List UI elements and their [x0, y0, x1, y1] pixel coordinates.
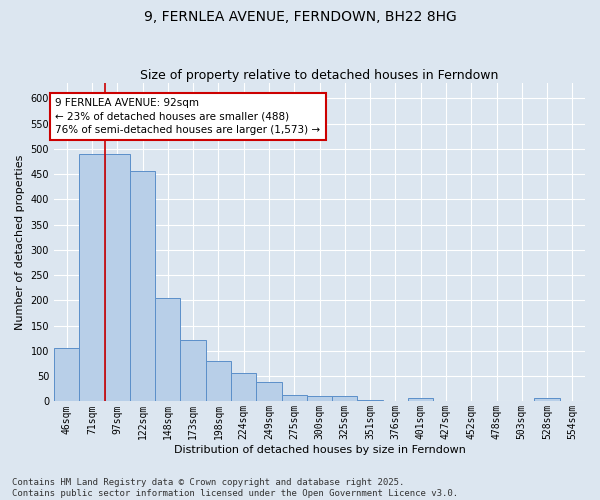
- Bar: [206, 361, 231, 402]
- Bar: [155, 298, 181, 402]
- Text: 9 FERNLEA AVENUE: 92sqm
← 23% of detached houses are smaller (488)
76% of semi-d: 9 FERNLEA AVENUE: 92sqm ← 23% of detache…: [55, 98, 320, 134]
- Bar: [307, 396, 332, 402]
- Bar: [358, 400, 383, 402]
- Text: Contains HM Land Registry data © Crown copyright and database right 2025.
Contai: Contains HM Land Registry data © Crown c…: [12, 478, 458, 498]
- Text: 9, FERNLEA AVENUE, FERNDOWN, BH22 8HG: 9, FERNLEA AVENUE, FERNDOWN, BH22 8HG: [143, 10, 457, 24]
- Bar: [54, 348, 79, 402]
- Bar: [130, 170, 155, 402]
- Bar: [332, 396, 358, 402]
- Bar: [281, 395, 307, 402]
- Bar: [535, 398, 560, 402]
- X-axis label: Distribution of detached houses by size in Ferndown: Distribution of detached houses by size …: [173, 445, 466, 455]
- Bar: [79, 154, 104, 402]
- Y-axis label: Number of detached properties: Number of detached properties: [15, 154, 25, 330]
- Bar: [231, 372, 256, 402]
- Bar: [256, 382, 281, 402]
- Bar: [181, 340, 206, 402]
- Bar: [104, 154, 130, 402]
- Bar: [408, 398, 433, 402]
- Title: Size of property relative to detached houses in Ferndown: Size of property relative to detached ho…: [140, 69, 499, 82]
